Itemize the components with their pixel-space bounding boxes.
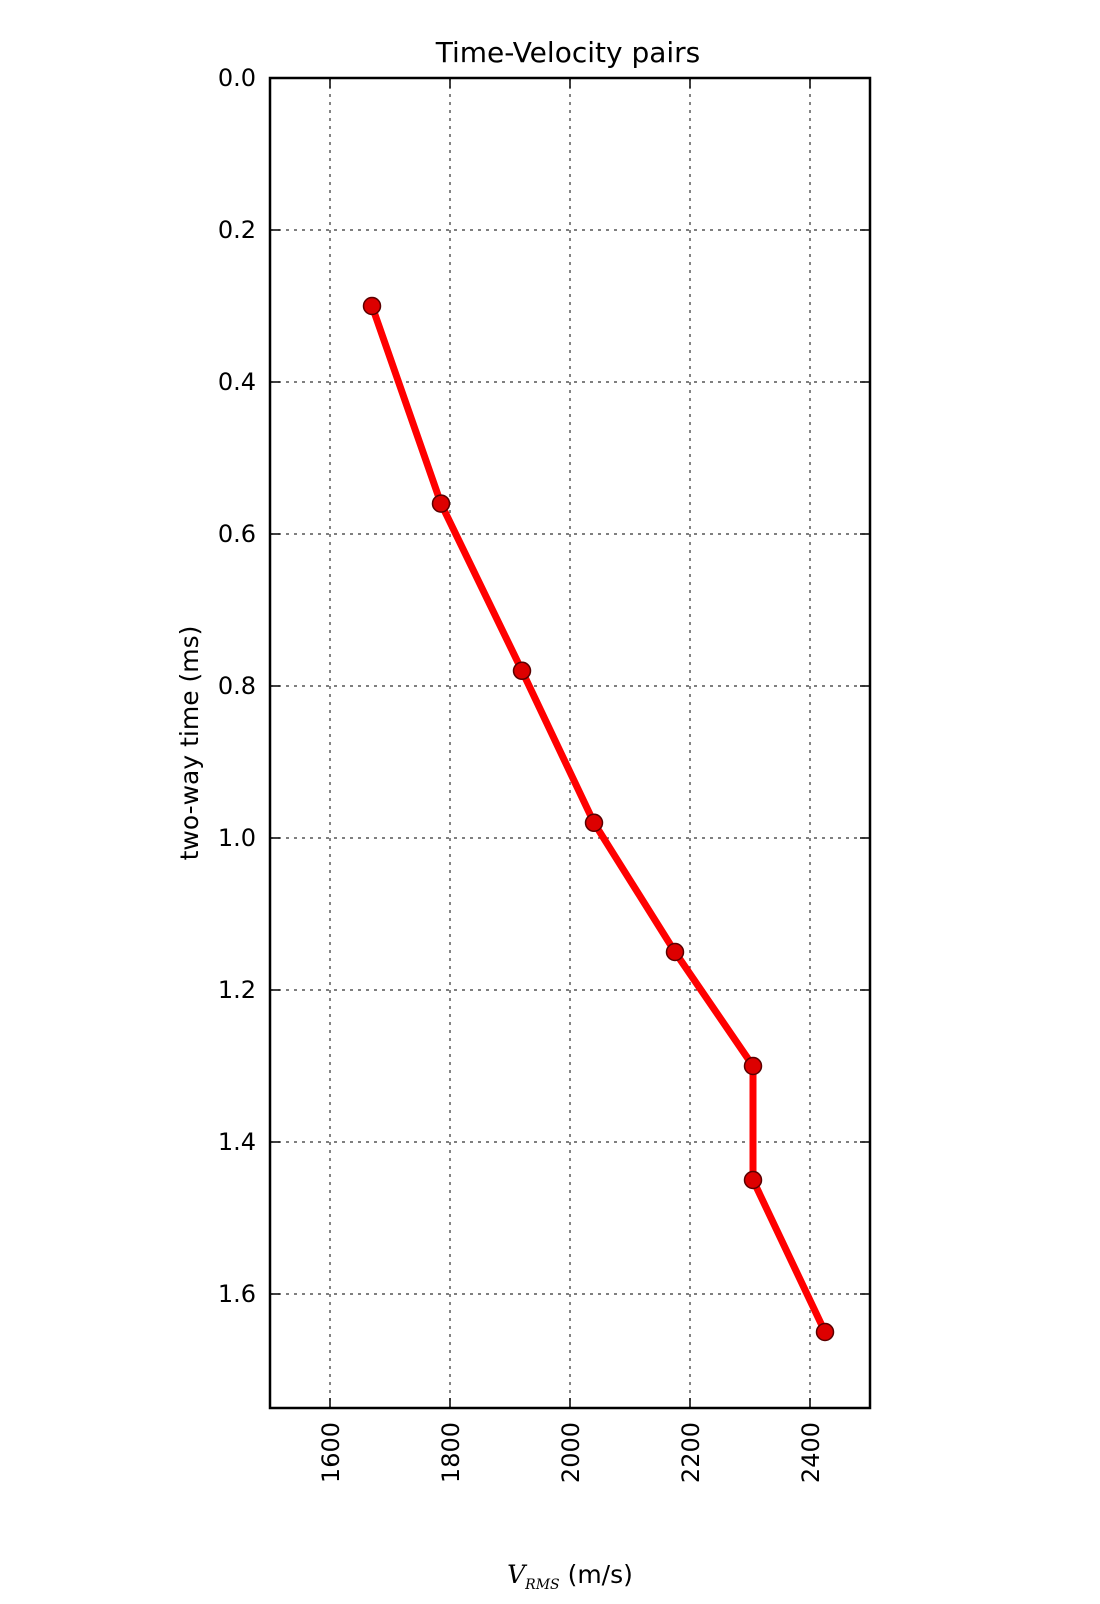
x-axis-label-subscript: RMS <box>524 1577 559 1593</box>
y-tick-label: 0.2 <box>218 216 256 244</box>
x-tick-label: 1600 <box>317 1422 345 1483</box>
x-tick-label: 2400 <box>797 1422 825 1483</box>
plot-area-frame <box>268 76 872 1410</box>
y-tick-labels: 0.0 0.2 0.4 0.6 0.8 1.0 1.2 1.4 1.6 <box>218 64 256 1308</box>
series-layer <box>362 296 835 1342</box>
data-point <box>743 1056 763 1076</box>
data-point <box>815 1322 835 1342</box>
y-axis-label: two-way time (ms) <box>175 626 204 861</box>
x-tick-label: 1800 <box>437 1422 465 1483</box>
x-tick-label: 2000 <box>557 1422 585 1483</box>
data-point <box>431 494 451 513</box>
y-tick-label: 1.4 <box>218 1128 256 1156</box>
data-point <box>362 296 382 316</box>
x-tick-labels: 1600 1800 2000 2200 2400 <box>317 1422 825 1483</box>
x-tick-label: 2200 <box>677 1422 705 1483</box>
axis-ticks <box>270 77 870 1408</box>
data-point <box>584 813 604 833</box>
data-point <box>665 942 685 962</box>
y-tick-label: 0.8 <box>218 672 256 700</box>
series-line <box>368 302 829 1336</box>
y-tick-label: 0.6 <box>218 520 256 548</box>
data-point <box>512 661 532 681</box>
x-axis-label: VRMS (m/s) <box>507 1560 633 1593</box>
x-axis-label-symbol: V <box>507 1560 528 1589</box>
y-tick-label: 0.4 <box>218 368 256 396</box>
x-axis-label-unit: (m/s) <box>560 1560 633 1589</box>
data-point <box>743 1170 763 1190</box>
y-tick-label: 1.0 <box>218 824 256 852</box>
chart-title: Time-Velocity pairs <box>435 36 701 69</box>
grid-lines <box>270 77 870 1408</box>
y-tick-label: 0.0 <box>218 64 256 92</box>
y-tick-label: 1.6 <box>218 1280 256 1308</box>
y-tick-label: 1.2 <box>218 976 256 1004</box>
